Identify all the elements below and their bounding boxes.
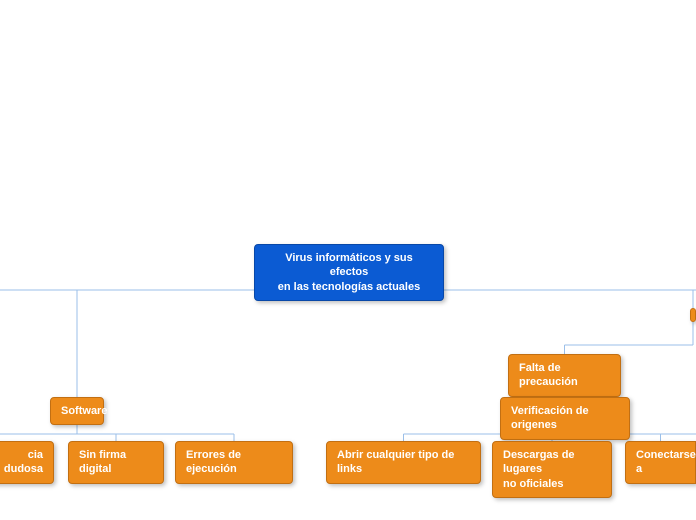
label-verificacion: Verificación de origenes — [511, 405, 589, 431]
label-descargas-l1: Descargas de lugares — [503, 449, 575, 475]
node-right-stub[interactable] — [690, 308, 696, 322]
node-falta-precaucion[interactable]: Falta de precaución — [508, 354, 621, 397]
label-falta: Falta de precaución — [519, 362, 578, 388]
label-abrir: Abrir cualquier tipo de links — [337, 449, 454, 475]
node-abrir-links[interactable]: Abrir cualquier tipo de links — [326, 441, 481, 484]
label-conectarse: Conectarse a — [636, 449, 696, 475]
node-cia-dudosa[interactable]: cia dudosa — [0, 441, 54, 484]
label-cia-dudosa: cia dudosa — [4, 449, 43, 475]
node-sin-firma[interactable]: Sin firma digital — [68, 441, 164, 484]
mindmap-canvas: { "colors": { "root_bg": "#0b5bd3", "roo… — [0, 0, 696, 520]
root-line1: Virus informáticos y sus efectos — [285, 252, 413, 278]
node-descargas[interactable]: Descargas de lugares no oficiales — [492, 441, 612, 498]
root-line2: en las tecnologías actuales — [278, 281, 420, 293]
label-errores: Errores de ejecución — [186, 449, 241, 475]
node-software[interactable]: Software — [50, 397, 104, 425]
root-node[interactable]: Virus informáticos y sus efectos en las … — [254, 244, 444, 301]
label-descargas-l2: no oficiales — [503, 478, 564, 490]
label-software: Software — [61, 405, 107, 417]
node-conectarse[interactable]: Conectarse a — [625, 441, 696, 484]
node-errores[interactable]: Errores de ejecución — [175, 441, 293, 484]
label-sin-firma: Sin firma digital — [79, 449, 126, 475]
node-verificacion[interactable]: Verificación de origenes — [500, 397, 630, 440]
